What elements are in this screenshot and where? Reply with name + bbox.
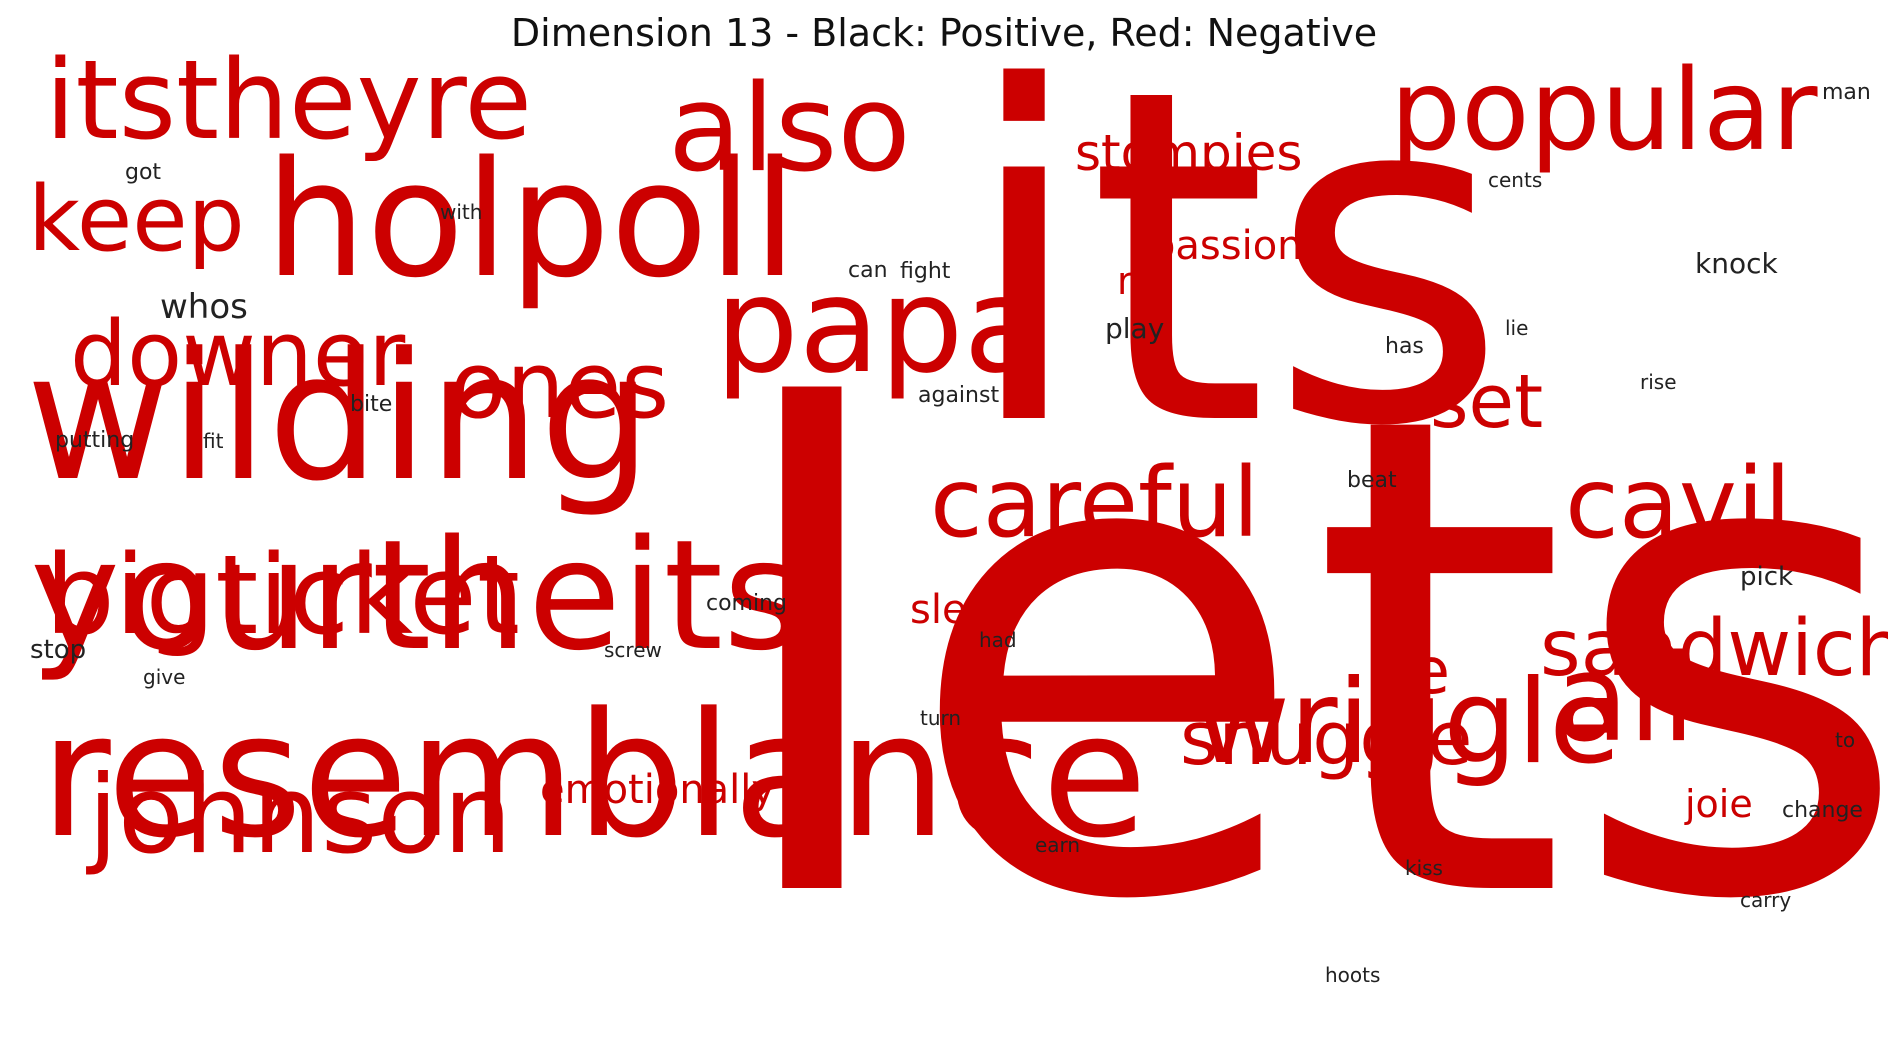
word-with: with [440,200,483,224]
word-holpoll: holpoll [265,126,798,313]
word-putting: putting [55,428,135,453]
word-cents: cents [1488,168,1543,192]
word-screw: screw [604,638,662,662]
word-passion: passion [1150,223,1303,269]
word-snuggle: snuggle [1180,696,1473,782]
word-earn: earn [1035,833,1081,857]
word-popular: popular [1390,46,1818,176]
word-coming: coming [706,591,788,616]
word-beat: beat [1347,468,1397,493]
word-lets: lets [720,275,1888,1044]
word-fit: fit [203,429,224,453]
word-change: change [1782,798,1863,823]
word-emotionally: emotionally [540,767,776,813]
word-to: to [1835,728,1856,752]
word-all: all [1555,630,1696,769]
word-johnson: johnson [88,753,512,878]
word-has: has [1385,334,1424,359]
word-against: against [918,383,1000,408]
word-slew: slew [910,587,1000,633]
word-give: give [143,665,186,689]
word-wriggle: wriggle [1195,655,1621,790]
word-play: play [1105,312,1165,345]
word-sandwich: sandwich [1540,604,1888,694]
word-fight: fight [900,259,951,284]
word-had: had [979,628,1017,652]
word-lie: lie [1505,316,1529,340]
word-hoots: hoots [1325,963,1381,987]
word-downer: downer [70,302,406,407]
word-joie: joie [1685,782,1753,826]
word-papa: papa [715,249,1045,403]
word-got: got [125,160,162,185]
word-stompies: stompies [1075,124,1303,182]
chart-title: Dimension 13 - Black: Positive, Red: Neg… [510,11,1378,55]
word-kiss: kiss [1405,856,1443,880]
word-cloud: lets its resemblance wilding holpoll yourthei… [26,0,1888,1044]
word-knock: knock [1695,247,1778,280]
word-can: can [848,258,888,283]
word-bigticket: bigticket [45,531,520,659]
word-wilding: wilding [26,315,652,520]
word-careful: careful [930,447,1260,559]
word-man: man [1822,80,1871,105]
word-also: also [668,60,911,199]
word-cavil: cavil [1565,447,1792,561]
word-rift: rift [1117,259,1171,303]
word-set: set [1430,359,1544,445]
word-itstheyre: itstheyre [45,36,533,164]
word-keep: keep [28,167,245,272]
word-turn: turn [920,706,962,730]
word-stop: stop [30,635,87,665]
word-ones: ones [450,332,670,439]
word-its: its [960,0,1508,527]
word-bite: bite [350,392,393,417]
word-yourtheits: yourtheits [30,507,803,684]
word-pick: pick [1740,562,1794,592]
word-resemblance: resemblance [40,675,1148,876]
word-carry: carry [1740,888,1792,912]
word-whos: whos [160,287,248,327]
word-rise: rise [1640,370,1677,394]
word-be: be [1370,635,1450,709]
